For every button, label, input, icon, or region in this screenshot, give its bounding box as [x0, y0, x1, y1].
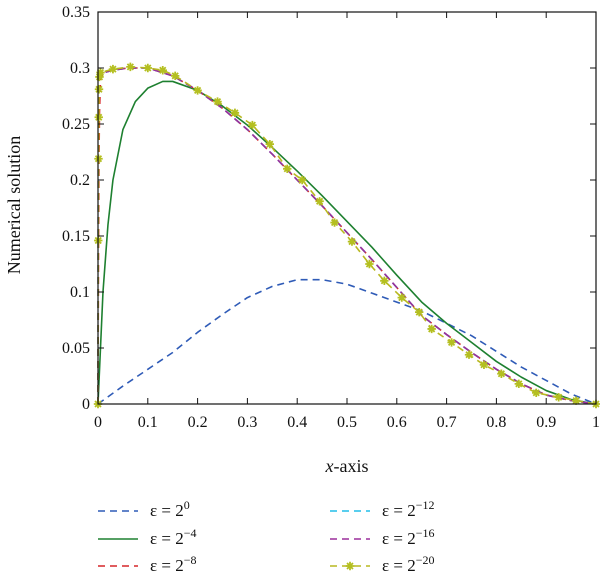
series-marker	[330, 218, 339, 227]
legend-label-exponent: 0	[184, 498, 190, 512]
x-axis-title-rest: -axis	[334, 456, 369, 476]
legend-label-base: ε = 2	[382, 501, 416, 520]
series-marker	[497, 369, 506, 378]
series-marker	[94, 85, 104, 94]
y-tick-label: 0.2	[70, 172, 90, 189]
y-tick-label: 0	[82, 396, 90, 413]
series-marker	[415, 307, 424, 317]
x-tick-label: 1	[592, 414, 600, 431]
series-marker	[447, 338, 456, 347]
x-axis-title-italic: x	[325, 456, 334, 476]
legend-label-exponent: −12	[416, 498, 435, 512]
legend-label-base: ε = 2	[382, 529, 416, 548]
series-marker	[554, 393, 563, 402]
series-marker	[365, 259, 374, 269]
legend-label-base: ε = 2	[150, 529, 184, 548]
series-marker	[464, 350, 474, 359]
series-marker	[397, 293, 406, 302]
legend-label-exponent: −16	[416, 526, 435, 540]
series-marker	[170, 71, 180, 81]
legend-marker	[345, 561, 355, 571]
series-line-1	[97, 278, 597, 405]
y-tick-label: 0.35	[62, 4, 90, 21]
x-tick-label: 0.3	[237, 414, 257, 431]
series-marker	[193, 86, 202, 95]
y-tick-label: 0.25	[62, 116, 90, 133]
x-tick-label: 0.4	[287, 414, 307, 431]
legend-label-exponent: −8	[184, 553, 197, 567]
legend-item: ε = 2−8	[98, 553, 197, 575]
series-marker	[108, 64, 118, 74]
y-tick-label: 0.15	[62, 228, 90, 245]
series-marker	[248, 120, 257, 130]
series-marker	[380, 276, 389, 285]
legend-label-exponent: −4	[184, 526, 197, 540]
series-line-4	[97, 67, 597, 405]
legend-label-exponent: −20	[416, 553, 435, 567]
legend-label: ε = 2−4	[150, 526, 197, 548]
x-tick-label: 0.1	[138, 414, 158, 431]
x-tick-label: 0.2	[188, 414, 208, 431]
legend-label: ε = 2−16	[382, 526, 435, 548]
plot-frame	[97, 11, 597, 405]
series-marker	[96, 68, 105, 77]
series-marker	[514, 379, 524, 389]
x-tick-label: 0.6	[387, 414, 407, 431]
legend: ε = 20ε = 2−4ε = 2−8ε = 2−12ε = 2−16ε = …	[98, 498, 435, 575]
y-tick-label: 0.1	[70, 284, 90, 301]
legend-label-base: ε = 2	[150, 501, 184, 520]
legend-label: ε = 2−20	[382, 553, 435, 575]
series-line-5	[97, 67, 597, 405]
series-layer	[97, 66, 597, 405]
tick-labels: 0 0.1 0.2 0.3 0.4 0.5 0.6 0.7 0.8 0.9 1 0 0.05 0.1 0.1…	[62, 4, 600, 431]
legend-label: ε = 20	[150, 498, 190, 520]
series-marker	[265, 139, 275, 149]
legend-label-base: ε = 2	[382, 556, 416, 575]
series-marker	[143, 63, 152, 73]
axes	[97, 11, 597, 405]
y-axis-title: Numerical solution	[4, 136, 24, 274]
x-tick-label: 0.8	[486, 414, 506, 431]
legend-label: ε = 2−12	[382, 498, 435, 520]
series-marker	[126, 62, 135, 72]
series-marker	[532, 388, 541, 397]
series-marker	[213, 97, 222, 106]
legend-label-base: ε = 2	[150, 556, 184, 575]
series-marker	[230, 108, 240, 117]
y-tick-label: 0.05	[62, 340, 90, 357]
series-marker	[283, 164, 292, 173]
legend-label: ε = 2−8	[150, 553, 197, 575]
legend-item: ε = 20	[98, 498, 190, 520]
x-tick-label: 0.7	[437, 414, 457, 431]
x-axis-title: x-axis	[325, 456, 369, 476]
series-marker	[571, 396, 581, 405]
series-marker	[297, 175, 307, 185]
series-marker	[158, 66, 167, 75]
series-marker	[479, 360, 489, 369]
series-marker	[315, 197, 324, 206]
x-tick-label: 0.9	[536, 414, 556, 431]
series-marker	[347, 237, 357, 246]
legend-item: ε = 2−20	[330, 553, 435, 575]
series-line-2	[97, 80, 597, 405]
series-marker	[95, 72, 104, 82]
series-marker	[94, 113, 103, 122]
series-marker	[427, 324, 436, 334]
series-line-3	[97, 67, 597, 405]
x-tick-label: 0.5	[337, 414, 357, 431]
legend-item: ε = 2−4	[98, 526, 197, 548]
y-tick-label: 0.3	[70, 60, 90, 77]
marker-layer	[93, 62, 600, 409]
x-tick-label: 0	[94, 414, 102, 431]
legend-item: ε = 2−12	[330, 498, 435, 520]
legend-item: ε = 2−16	[330, 526, 435, 548]
